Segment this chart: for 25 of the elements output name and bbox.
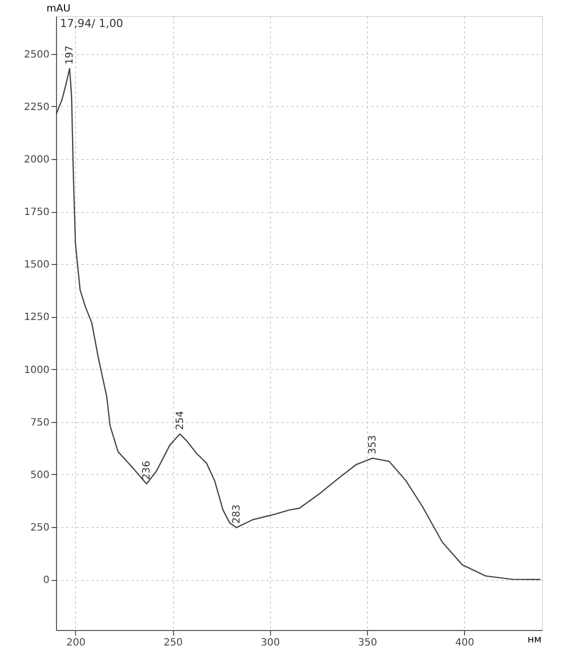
x-tick-label: 350: [358, 638, 378, 648]
x-tick-label: 400: [455, 638, 474, 648]
y-tick-label: 2250: [24, 102, 50, 113]
annotation: 254: [174, 410, 186, 430]
y-tick-label: 1500: [24, 260, 50, 271]
y-tick-label: 250: [30, 522, 50, 534]
annotation: 283: [231, 504, 242, 524]
y-tick-label: 500: [30, 470, 50, 481]
y-tick-label: 0: [43, 575, 50, 586]
x-tick-label: 300: [260, 638, 280, 648]
annotation: 17,94/ 1,00: [60, 17, 124, 30]
y-tick-label: 2500: [24, 49, 50, 60]
y-tick-label: 1750: [24, 207, 50, 218]
y-tick-label: 1250: [24, 312, 50, 324]
annotation: 236: [142, 460, 153, 480]
line-series: [56, 68, 542, 580]
y-axis-title: mAU: [46, 4, 70, 14]
x-axis-title: нм: [527, 634, 542, 646]
x-tick-label: 200: [66, 638, 86, 648]
y-tick-label: 1000: [24, 364, 50, 376]
annotation: 197: [64, 45, 76, 65]
y-tick-label: 2000: [24, 154, 50, 166]
y-tick-label: 750: [30, 417, 50, 428]
annotation: 353: [367, 435, 378, 454]
x-tick-label: 250: [164, 638, 183, 648]
